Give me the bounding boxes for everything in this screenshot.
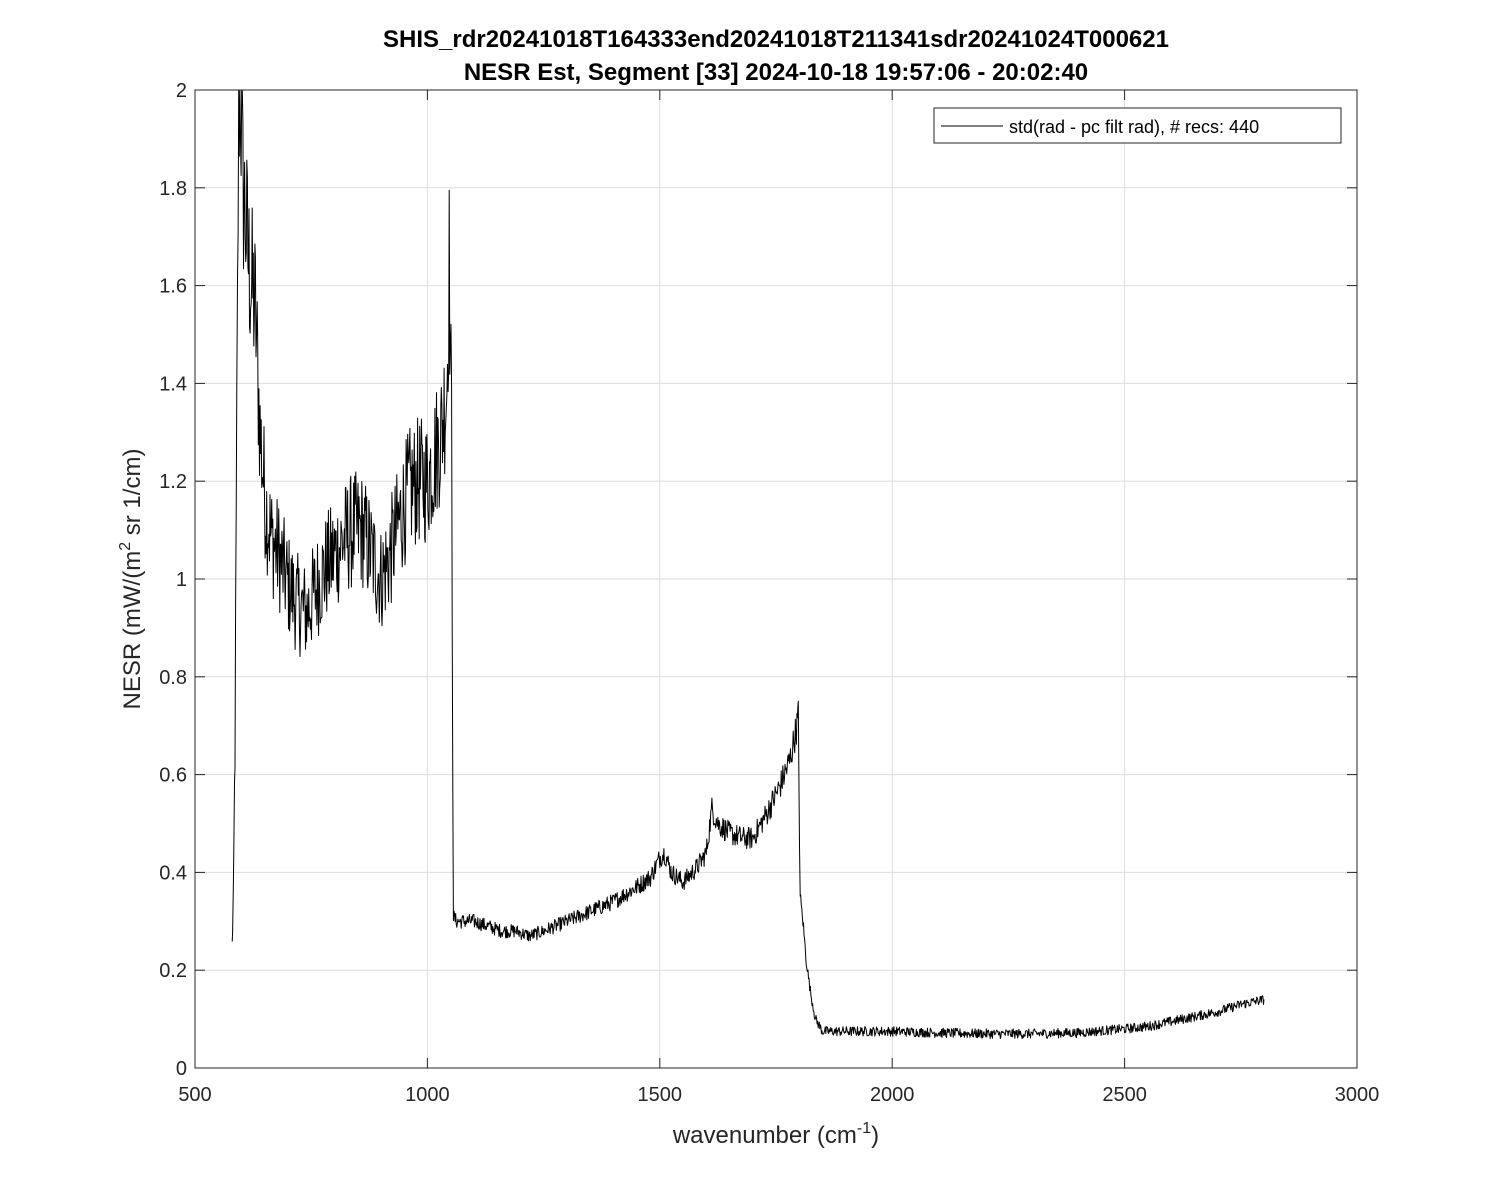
series-line-nesr: [231, 89, 1265, 1040]
x-tick-label: 1000: [405, 1084, 450, 1106]
x-axis-label-tail: ): [871, 1122, 879, 1149]
x-tick-label: 2500: [1102, 1084, 1147, 1106]
y-tick-label: 0.8: [159, 667, 187, 689]
y-axis-label-sup: 2: [117, 542, 134, 551]
x-tick-label: 2000: [870, 1084, 915, 1106]
y-tick-label: 2: [176, 80, 187, 102]
legend: std(rad - pc filt rad), # recs: 440: [933, 107, 1342, 144]
y-tick-label: 0.6: [159, 765, 187, 787]
y-tick-label: 1.8: [159, 178, 187, 200]
grid-lines: [195, 90, 1357, 1068]
x-axis-label: wavenumber (cm-1): [672, 1120, 879, 1149]
series-layer: [231, 89, 1265, 1040]
legend-entry-label: std(rad - pc filt rad), # recs: 440: [1009, 117, 1259, 137]
y-tick-label: 1.4: [159, 373, 187, 395]
y-tick-label: 1.6: [159, 276, 187, 298]
x-tick-label: 3000: [1335, 1084, 1380, 1106]
y-axis-label: NESR (mW/(m2 sr 1/cm): [117, 449, 146, 710]
x-axis-label-main: wavenumber (cm: [672, 1122, 857, 1149]
x-tick-label: 1500: [638, 1084, 683, 1106]
y-tick-label: 0.2: [159, 960, 187, 982]
y-tick-label: 0: [176, 1058, 187, 1080]
y-tick-label: 1.2: [159, 471, 187, 493]
y-tick-label: 1: [176, 569, 187, 591]
chart-title: SHIS_rdr20241018T164333end20241018T21134…: [383, 26, 1169, 53]
axis-ticks: [194, 89, 1358, 1069]
chart-subtitle: NESR Est, Segment [33] 2024-10-18 19:57:…: [464, 59, 1088, 86]
y-axis-label-tail: sr 1/cm): [119, 449, 146, 542]
x-axis-label-sup: -1: [857, 1120, 871, 1137]
x-tick-label: 500: [178, 1084, 211, 1106]
y-tick-label: 0.4: [159, 862, 187, 884]
y-axis-label-main: NESR (mW/(m: [119, 551, 146, 710]
